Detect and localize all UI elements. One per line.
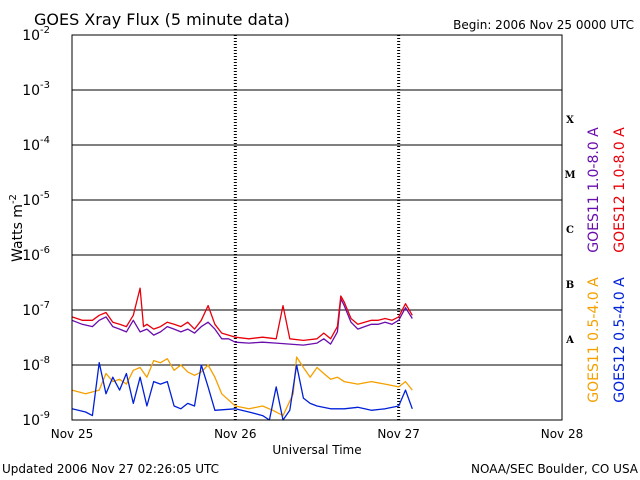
legend-entry: GOES11 0.5-4.0 A (586, 277, 602, 403)
series-line-3 (71, 356, 413, 417)
flare-class-label: X (566, 115, 574, 126)
flare-class-label: M (564, 170, 575, 181)
y-tick-label: 10-6 (22, 245, 50, 264)
series-line-2 (71, 287, 413, 342)
x-axis-label: Universal Time (272, 443, 361, 457)
flare-class-label: B (566, 280, 574, 291)
y-tick-label: 10-9 (22, 410, 50, 429)
y-tick-label: 10-3 (22, 80, 50, 99)
data-series (71, 287, 413, 421)
x-tick-label: Nov 26 (214, 427, 257, 441)
legend: GOES11 1.0-8.0 A GOES12 1.0-8.0 A GOES11 0… (586, 127, 628, 403)
x-tick-label: Nov 27 (377, 427, 420, 441)
y-axis-label: Watts m-2 (8, 194, 26, 262)
legend-entry: GOES12 1.0-8.0 A (612, 127, 628, 253)
y-axis-ticks: 10-9 10-8 10-7 10-6 10-5 10-4 10-3 10-2 (22, 25, 78, 429)
y-tick-label: 10-8 (22, 355, 50, 374)
x-axis-ticks: Nov 25 Nov 26 Nov 27 Nov 28 (51, 427, 584, 441)
y-axis-label-exponent: -2 (8, 194, 19, 204)
flare-class-labels: A B C M X (564, 115, 575, 346)
y-tick-label: 10-7 (22, 300, 50, 319)
y-tick-label: 10-2 (22, 25, 50, 44)
updated-timestamp: Updated 2006 Nov 27 02:26:05 UTC (2, 462, 219, 476)
source-credit: NOAA/SEC Boulder, CO USA (471, 462, 639, 476)
series-line-4 (71, 362, 413, 421)
grid-lines (72, 35, 562, 420)
chart-title: GOES Xray Flux (5 minute data) (34, 10, 290, 29)
y-tick-label: 10-4 (22, 135, 50, 154)
x-tick-label: Nov 28 (541, 427, 584, 441)
flare-class-label: C (566, 225, 574, 236)
plot-frame (71, 34, 563, 421)
x-tick-label: Nov 25 (51, 427, 94, 441)
series-line-1 (71, 298, 413, 346)
begin-label: Begin: 2006 Nov 25 0000 UTC (453, 18, 634, 32)
y-tick-label: 10-5 (22, 190, 50, 209)
legend-entry: GOES11 1.0-8.0 A (586, 127, 602, 253)
legend-entry: GOES12 0.5-4.0 A (612, 277, 628, 403)
flare-class-label: A (565, 335, 574, 346)
